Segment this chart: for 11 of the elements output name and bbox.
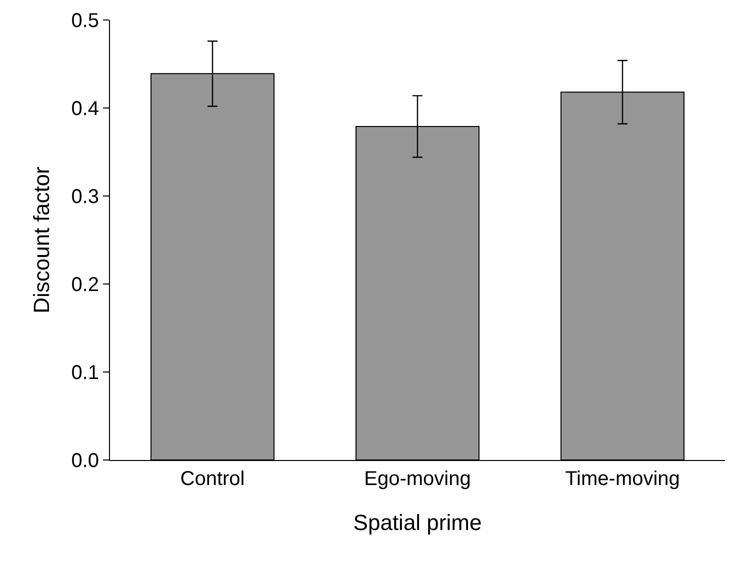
x-tick-label: Time-moving [565, 468, 680, 490]
y-tick-label: 0.4 [71, 98, 99, 120]
x-tick-label: Control [180, 468, 245, 490]
y-tick-label: 0.2 [71, 274, 99, 296]
y-tick-label: 0.1 [71, 362, 99, 384]
y-axis-title: Discount factor [28, 166, 54, 314]
y-tick-label: 0.3 [71, 186, 99, 208]
y-tick-label: 0.0 [71, 450, 99, 472]
y-tick-label: 0.5 [71, 10, 99, 32]
x-tick-label: Ego-moving [364, 468, 471, 490]
x-axis-title: Spatial prime [353, 510, 482, 535]
